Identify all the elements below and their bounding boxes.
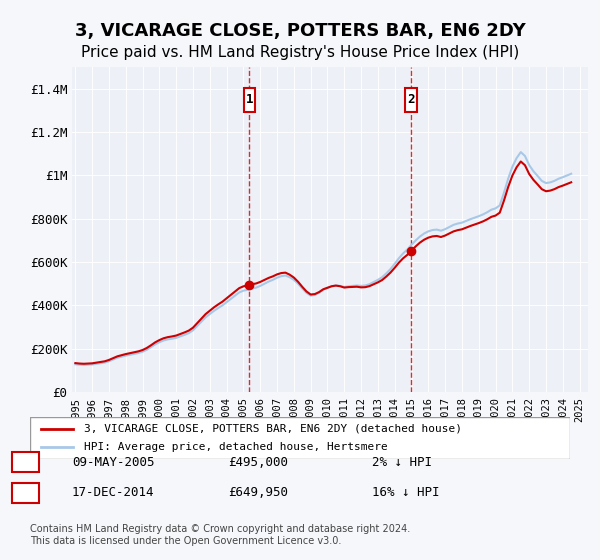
Text: £649,950: £649,950 [228,486,288,500]
Text: 3, VICARAGE CLOSE, POTTERS BAR, EN6 2DY (detached house): 3, VICARAGE CLOSE, POTTERS BAR, EN6 2DY … [84,424,462,434]
Text: 1: 1 [22,455,29,469]
Text: 2: 2 [407,93,415,106]
Text: Contains HM Land Registry data © Crown copyright and database right 2024.
This d: Contains HM Land Registry data © Crown c… [30,524,410,546]
Text: 1: 1 [246,93,253,106]
Text: 2: 2 [22,486,29,500]
FancyBboxPatch shape [405,88,417,111]
Text: 2% ↓ HPI: 2% ↓ HPI [372,455,432,469]
Text: 3, VICARAGE CLOSE, POTTERS BAR, EN6 2DY: 3, VICARAGE CLOSE, POTTERS BAR, EN6 2DY [74,22,526,40]
Text: 17-DEC-2014: 17-DEC-2014 [72,486,155,500]
Text: 16% ↓ HPI: 16% ↓ HPI [372,486,439,500]
FancyBboxPatch shape [30,417,570,459]
Text: HPI: Average price, detached house, Hertsmere: HPI: Average price, detached house, Hert… [84,442,388,452]
Text: £495,000: £495,000 [228,455,288,469]
Text: 09-MAY-2005: 09-MAY-2005 [72,455,155,469]
Text: Price paid vs. HM Land Registry's House Price Index (HPI): Price paid vs. HM Land Registry's House … [81,45,519,60]
FancyBboxPatch shape [244,88,256,111]
